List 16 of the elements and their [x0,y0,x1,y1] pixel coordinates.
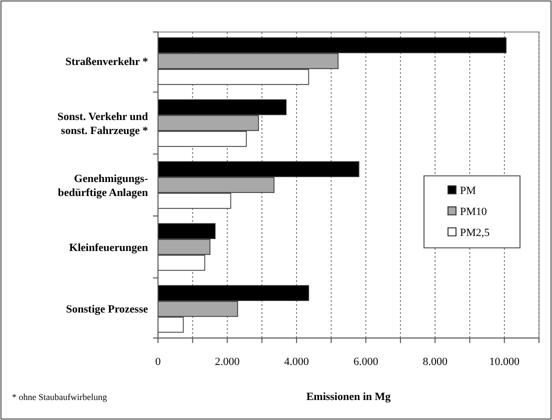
x-tick-label: 2.000 [214,356,240,368]
y-tick-label: Genehmigungs- bedürftige Anlagen [58,172,148,199]
legend-label: PM [460,184,476,197]
x-axis-title: Emissionen in Mg [306,391,392,403]
x-tick-label: 6.000 [353,356,379,368]
x-tick-label: 0 [155,356,162,368]
text: * ohne Staubaufwirbelung [12,392,108,402]
y-tick-label: Kleinfeuerungen [69,242,148,254]
y-tick-label: Sonstige Prozesse [66,304,148,316]
y-tick-label: Sonst. Verkehr und sonst. Fahrzeuge * [57,110,148,137]
x-tick-label: 8.000 [422,356,448,368]
legend-label: PM10 [460,206,488,218]
legend-label: PM2,5 [460,226,490,239]
y-tick-label: Straßenverkehr * [65,56,148,68]
x-tick-label: 4.000 [284,356,310,368]
x-tick-label: 10.000 [489,356,520,368]
